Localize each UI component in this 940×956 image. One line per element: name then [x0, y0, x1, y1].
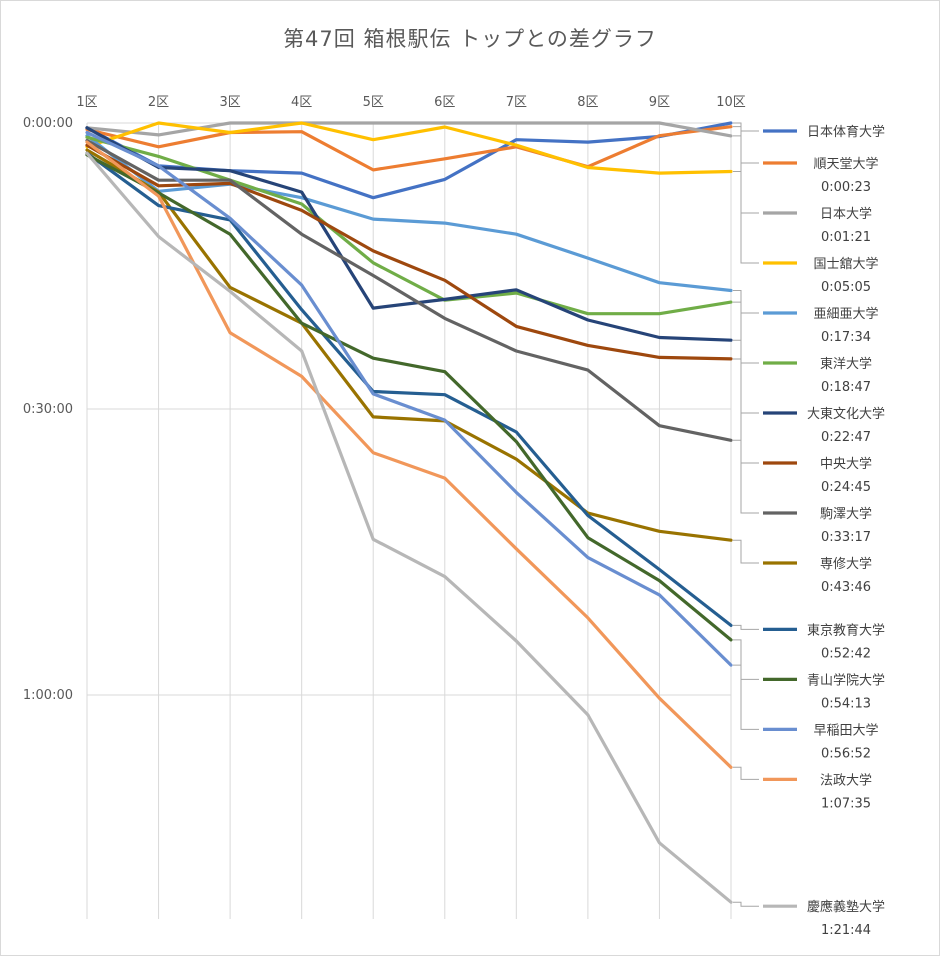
- series-layer: [85, 121, 733, 904]
- legend-leader: [733, 439, 759, 514]
- legend-leader: [733, 901, 759, 907]
- legend-entry-name: 駒澤大学: [820, 506, 872, 522]
- legend-entry-name: 慶應義塾大学: [807, 899, 885, 915]
- legend-entry-gap: 0:33:17: [821, 530, 871, 545]
- legend-leader: [733, 339, 759, 414]
- axis-layer: 1区 2区 3区 4区 5区 6区 7区 8区 9区 10区 0:00:00 0:30:00 1:00:…: [23, 95, 746, 703]
- x-tick-label: 5区: [363, 95, 384, 110]
- x-tick-label: 2区: [148, 95, 169, 110]
- x-tick-label: 4区: [291, 95, 312, 110]
- legend-leader: [733, 170, 759, 264]
- legend-leader: [733, 135, 759, 214]
- legend-entry-name: 大東文化大学: [807, 406, 885, 422]
- legend-entry-gap: 0:01:21: [821, 230, 871, 245]
- legend-entry-name: 専修大学: [820, 556, 872, 572]
- legend-leader: [733, 539, 759, 564]
- series-line: [85, 143, 733, 361]
- legend-leader: [733, 664, 759, 730]
- legend-entry-gap: 0:17:34: [821, 330, 871, 345]
- legend-entry-name: 中央大学: [820, 456, 872, 472]
- series-line: [85, 138, 733, 442]
- legend-entry-name: 法政大学: [820, 772, 872, 788]
- legend-entry-gap: 0:43:46: [821, 580, 871, 595]
- legend-leader: [733, 301, 759, 364]
- legend-entry-name: 亜細亜大学: [813, 306, 878, 322]
- series-line: [85, 140, 733, 769]
- series-line: [85, 126, 733, 342]
- legend-entry-name: 青山学院大学: [807, 672, 885, 688]
- x-tick-label: 6区: [434, 95, 455, 110]
- series-line: [85, 125, 733, 172]
- legend-entry-gap: 0:22:47: [821, 430, 871, 445]
- legend-entry-gap: 0:56:52: [821, 746, 871, 761]
- legend-entry-gap: 0:00:23: [821, 180, 871, 195]
- x-tick-label: 10区: [716, 95, 746, 110]
- y-tick-label: 0:30:00: [23, 402, 73, 417]
- legend-leader: [733, 766, 759, 780]
- legend-entry-gap: 0:18:47: [821, 380, 871, 395]
- series-line: [85, 148, 733, 542]
- legend-leader: [733, 624, 759, 630]
- x-tick-label: 8区: [577, 95, 598, 110]
- legend-entry-gap: 0:05:05: [821, 280, 871, 295]
- legend-entry-gap: 0:24:45: [821, 480, 871, 495]
- y-tick-label: 1:00:00: [23, 688, 73, 703]
- series-line: [85, 121, 733, 175]
- series-line: [85, 153, 733, 642]
- legend-entry-name: 東洋大学: [820, 356, 872, 372]
- legend-entry-name: 早稲田大学: [813, 722, 878, 738]
- series-line: [85, 130, 733, 667]
- legend-entry-name: 日本体育大学: [807, 124, 885, 140]
- legend-leader: [733, 639, 759, 680]
- legend-entry-name: 順天堂大学: [813, 156, 878, 172]
- x-tick-label: 9区: [649, 95, 670, 110]
- x-tick-label: 1区: [76, 95, 97, 110]
- legend-entry-name: 国士舘大学: [813, 256, 878, 272]
- legend-entry-gap: 0:52:42: [821, 646, 871, 661]
- legend-entry-gap: 0:54:13: [821, 696, 871, 711]
- legend-leader: [733, 358, 759, 464]
- y-tick-label: 0:00:00: [23, 116, 73, 131]
- legend-leader: [733, 126, 759, 164]
- series-line: [85, 134, 733, 293]
- chart-title: 第47回 箱根駅伝 トップとの差グラフ: [283, 27, 657, 51]
- legend-entry-name: 東京教育大学: [807, 622, 885, 638]
- series-line: [85, 151, 733, 904]
- legend-entry-gap: 1:07:35: [821, 796, 871, 811]
- legend-leader-layer: [733, 122, 759, 907]
- x-tick-label: 3区: [219, 95, 240, 110]
- x-tick-label: 7区: [506, 95, 527, 110]
- legend-entry-name: 日本大学: [820, 206, 872, 222]
- legend-entry-gap: 1:21:44: [821, 923, 871, 938]
